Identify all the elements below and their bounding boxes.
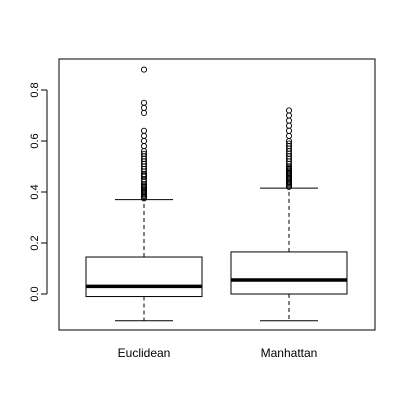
outlier-point bbox=[140, 195, 148, 202]
x-category-label: Manhattan bbox=[261, 346, 318, 360]
y-tick-label: 0.4 bbox=[29, 184, 41, 199]
outlier-point bbox=[140, 66, 148, 73]
outlier-point bbox=[285, 183, 293, 190]
plot-frame bbox=[58, 58, 376, 331]
outlier-point bbox=[140, 143, 148, 150]
outlier-point bbox=[285, 117, 293, 124]
outlier-point bbox=[140, 132, 148, 139]
box-euclidean bbox=[85, 66, 203, 322]
x-axis: Euclidean Manhattan bbox=[118, 346, 318, 360]
outlier-point bbox=[285, 107, 293, 114]
outlier-point bbox=[140, 99, 148, 106]
y-axis: 0.0 0.2 0.4 0.6 0.8 bbox=[29, 82, 48, 302]
boxes bbox=[85, 66, 348, 322]
y-tick-label: 0.2 bbox=[29, 235, 41, 250]
y-tick-label: 0.0 bbox=[29, 286, 41, 301]
iqr-box bbox=[230, 251, 348, 295]
outlier-point bbox=[140, 137, 148, 145]
outlier-point bbox=[285, 127, 293, 134]
outlier-point bbox=[140, 104, 148, 111]
y-tick-label: 0.6 bbox=[29, 133, 41, 148]
y-tick-label: 0.8 bbox=[29, 82, 41, 97]
iqr-box bbox=[85, 256, 203, 298]
x-category-label: Euclidean bbox=[118, 346, 171, 360]
outlier-point bbox=[285, 132, 293, 139]
box-manhattan bbox=[230, 107, 348, 322]
outlier-point bbox=[285, 122, 293, 129]
outlier-point bbox=[140, 127, 148, 134]
outlier-point bbox=[140, 109, 148, 116]
outlier-point bbox=[285, 112, 293, 119]
